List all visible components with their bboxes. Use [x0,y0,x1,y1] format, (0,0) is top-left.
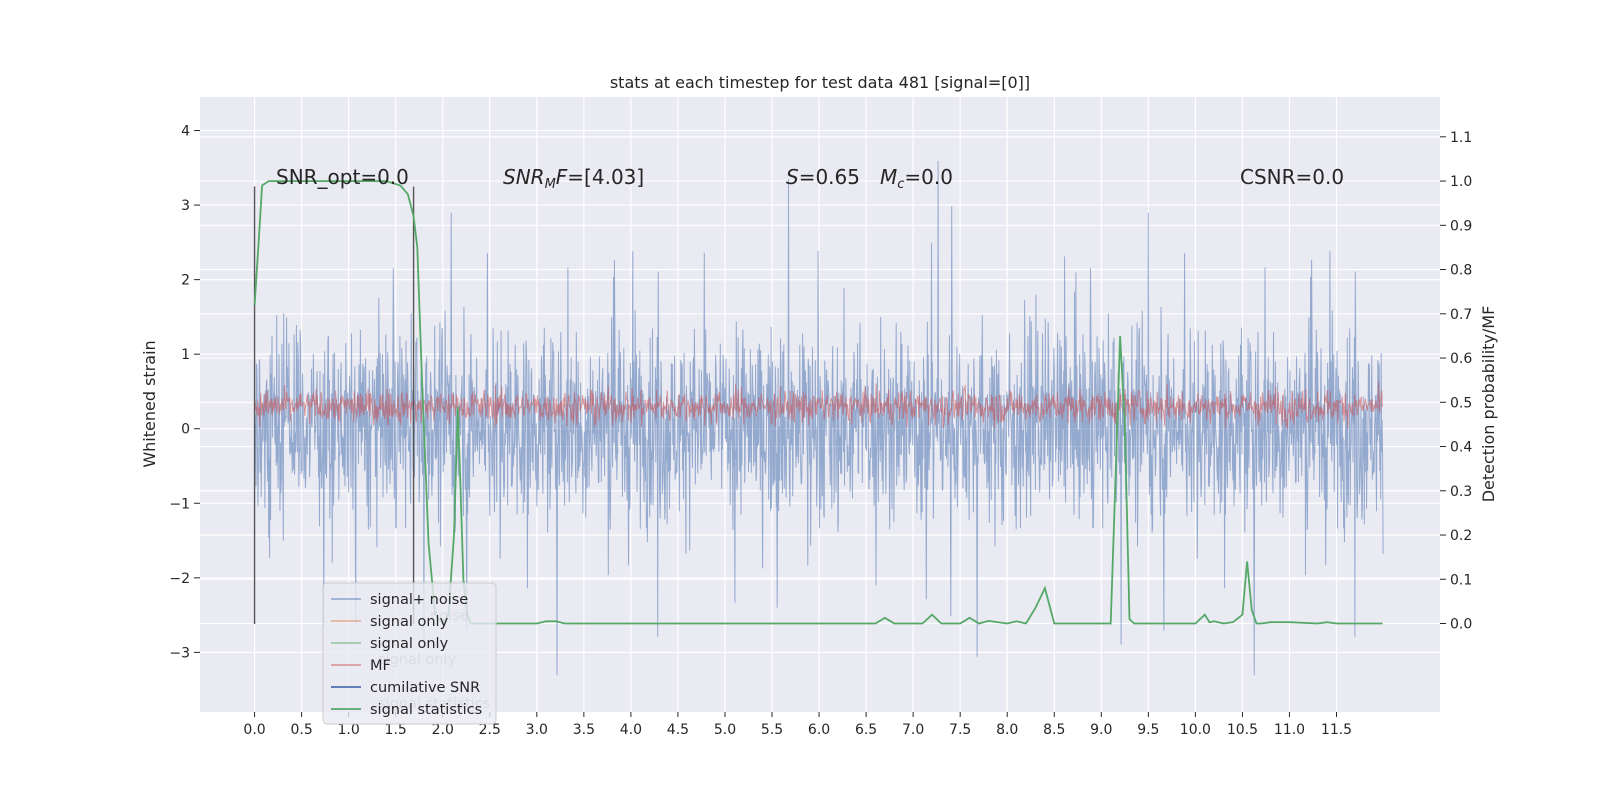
annotation-mc: Mc=0.0 [880,165,953,192]
x-tick-label: 3.0 [526,722,548,738]
x-tick-label: 7.5 [949,722,971,738]
y-tick-label: −2 [169,571,190,587]
x-tick-label: 5.5 [761,722,783,738]
y-axis-label: Whitened strain [140,340,159,467]
y2-tick-label: 0.4 [1450,440,1472,456]
s-symbol: S [786,165,799,189]
x-tick-label: 10.5 [1227,722,1258,738]
y2-tick-label: 0.7 [1450,307,1472,323]
x-tick-label: 9.5 [1137,722,1159,738]
y-tick-label: 1 [181,347,190,363]
x-tick-label: 6.0 [808,722,830,738]
y2-tick-label: 1.0 [1450,174,1472,190]
legend: signal+ noise signal only signal only MF cum… [323,583,496,724]
x-tick-label: 9.0 [1090,722,1112,738]
mc-symbol: M [880,165,897,189]
y-tick-label: −3 [169,645,190,661]
chart-title: stats at each timestep for test data 481… [610,73,1030,92]
mc-value: =0.0 [904,165,953,189]
y2-tick-label: 0.3 [1450,484,1472,500]
annotation-csnr: CSNR=0.0 [1240,165,1344,189]
y2-tick-label: 0.0 [1450,617,1472,633]
legend-label: signal only [370,636,449,652]
annotation-snr-mf: SNRMF=[4.03] [503,165,644,192]
x-tick-label: 11.5 [1321,722,1352,738]
s-value: =0.65 [799,165,860,189]
annotation-snr-opt: SNR_opt=0.0 [276,165,409,189]
y2-tick-label: 0.1 [1450,572,1472,588]
legend-label: signal+ noise [370,592,468,608]
legend-label: signal only [370,614,449,630]
snr-mf-subscript: M [545,177,556,192]
x-tick-label: 11.0 [1274,722,1305,738]
snr-mf-value: =[4.03] [567,165,644,189]
legend-label: MF [370,658,391,674]
x-tick-label: 4.0 [620,722,642,738]
x-tick-label: 10.0 [1180,722,1211,738]
y-tick-label: −1 [169,496,190,512]
y2-tick-label: 0.2 [1450,528,1472,544]
y-tick-label: 3 [181,198,190,214]
x-tick-label: 0.5 [290,722,312,738]
y2-tick-label: 1.1 [1450,130,1472,146]
x-tick-label: 0.0 [243,722,265,738]
annotation-s: S=0.65 [786,165,860,189]
y2-tick-label: 0.8 [1450,263,1472,279]
y-tick-label: 2 [181,273,190,289]
mc-subscript: c [897,177,904,192]
x-tick-label: 3.5 [573,722,595,738]
legend-label: signal statistics [370,702,482,718]
y2-tick-label: 0.5 [1450,395,1472,411]
snr-mf-symbol: SNR [503,165,545,189]
y2-axis-label: Detection probability/MF [1479,306,1498,503]
x-tick-label: 6.5 [855,722,877,738]
x-tick-label: 7.0 [902,722,924,738]
x-tick-label: 5.0 [714,722,736,738]
x-tick-label: 8.5 [1043,722,1065,738]
y-tick-label: 4 [181,124,190,140]
snr-mf-suffix: F [556,165,568,189]
legend-label: cumilative SNR [370,680,480,696]
x-tick-label: 4.5 [667,722,689,738]
y2-tick-label: 0.6 [1450,351,1472,367]
y2-tick-label: 0.9 [1450,218,1472,234]
y-tick-label: 0 [181,422,190,438]
x-tick-label: 8.0 [996,722,1018,738]
